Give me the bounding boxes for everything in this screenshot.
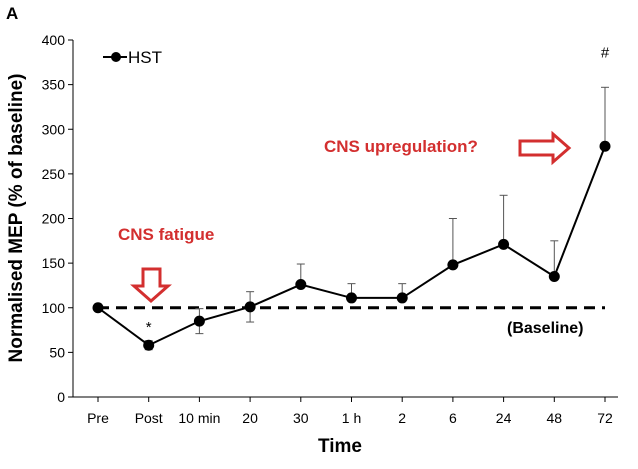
down-arrow-icon bbox=[130, 267, 172, 304]
error-bars bbox=[144, 86, 609, 351]
data-point bbox=[92, 302, 104, 314]
data-points bbox=[92, 140, 611, 351]
significance-mark: * bbox=[146, 319, 152, 336]
y-tick-label: 50 bbox=[49, 344, 65, 360]
legend-marker bbox=[111, 52, 121, 62]
data-point bbox=[599, 140, 611, 152]
x-tick-label: 2 bbox=[398, 410, 406, 426]
x-tick-label: 30 bbox=[293, 410, 309, 426]
annotation-cns-fatigue: CNS fatigue bbox=[118, 225, 214, 244]
y-axis-title: Normalised MEP (% of baseline) bbox=[6, 74, 27, 363]
x-tick-label: 1 h bbox=[342, 410, 361, 426]
data-point bbox=[396, 292, 408, 304]
y-tick-label: 400 bbox=[42, 32, 66, 48]
baseline-label: (Baseline) bbox=[507, 320, 583, 337]
x-tick-label: 72 bbox=[597, 410, 613, 426]
data-point bbox=[548, 271, 560, 283]
significance-mark: # bbox=[601, 44, 610, 61]
y-ticks: 0 50 100 150 200 250 300 350 400 bbox=[42, 32, 73, 405]
data-point bbox=[447, 259, 459, 271]
data-point bbox=[244, 301, 256, 313]
x-tick-label: Post bbox=[135, 410, 163, 426]
annotation-cns-upregulation: CNS upregulation? bbox=[324, 137, 478, 156]
x-tick-label: 10 min bbox=[178, 410, 220, 426]
y-tick-label: 300 bbox=[42, 121, 66, 137]
y-tick-label: 150 bbox=[42, 255, 66, 271]
data-point bbox=[143, 339, 155, 351]
data-point bbox=[498, 238, 510, 250]
data-point bbox=[295, 279, 307, 291]
x-tick-label: 6 bbox=[449, 410, 457, 426]
y-tick-label: 0 bbox=[57, 389, 65, 405]
x-tick-label: 48 bbox=[547, 410, 563, 426]
significance-marks: *# bbox=[146, 44, 610, 336]
x-ticks: Pre Post 10 min 20 30 1 h 2 6 24 48 72 bbox=[87, 397, 613, 426]
x-tick-label: Pre bbox=[87, 410, 109, 426]
data-point bbox=[193, 315, 205, 327]
data-point bbox=[346, 292, 357, 304]
legend: HST bbox=[103, 48, 162, 67]
x-tick-label: 24 bbox=[496, 410, 512, 426]
y-tick-label: 100 bbox=[42, 300, 66, 316]
panel-label: A bbox=[6, 4, 18, 23]
right-arrow-icon bbox=[518, 130, 572, 166]
x-tick-label: 20 bbox=[242, 410, 258, 426]
series-line-hst bbox=[97, 145, 606, 347]
y-tick-label: 350 bbox=[42, 77, 66, 93]
y-tick-label: 250 bbox=[42, 166, 66, 182]
x-axis-title: Time bbox=[318, 436, 362, 457]
legend-label-hst: HST bbox=[128, 48, 162, 67]
y-tick-label: 200 bbox=[42, 211, 66, 227]
